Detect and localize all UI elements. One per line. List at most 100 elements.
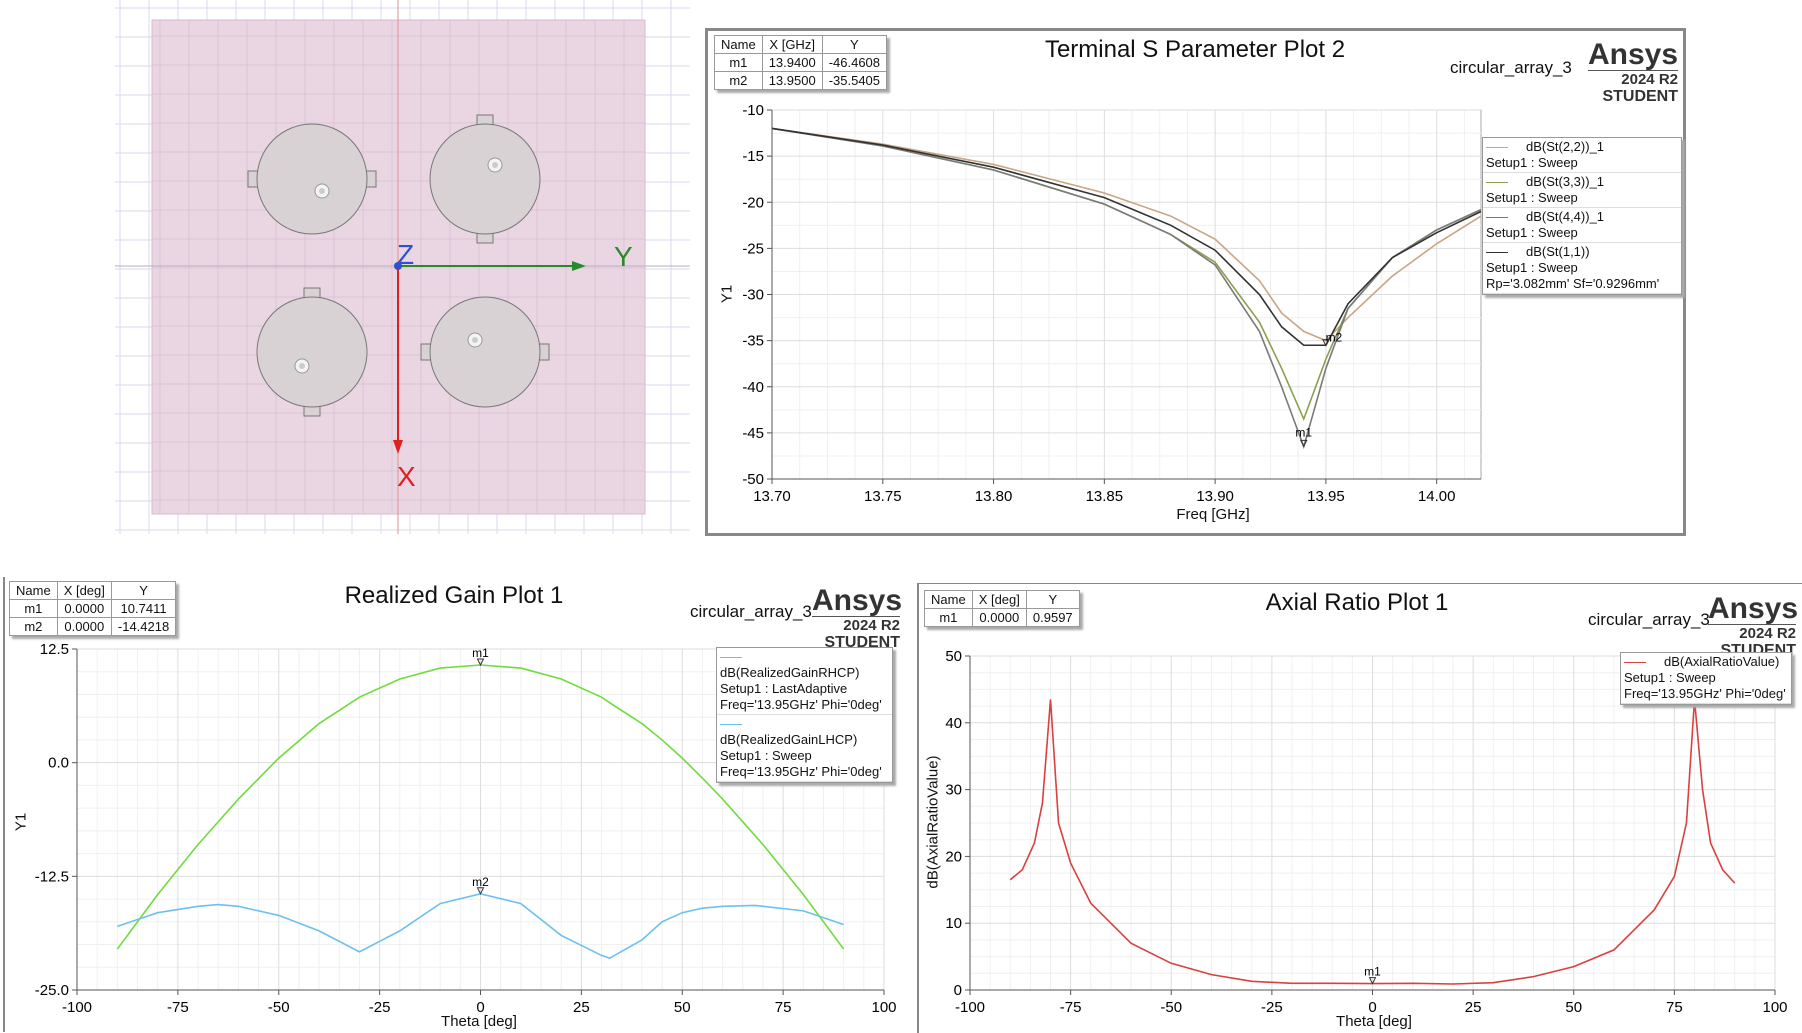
x-axis-label: Freq [GHz]: [1176, 506, 1250, 523]
x-tick-label: -100: [62, 999, 92, 1016]
y-tick-label: -30: [742, 287, 764, 304]
y-tick-label: 0.0: [48, 755, 69, 772]
patch-disc: [429, 296, 541, 408]
legend-entry[interactable]: dB(St(2,2))_1 Setup1 : Sweep: [1483, 138, 1681, 173]
y-axis-label: Y1: [718, 284, 736, 304]
legend-entry[interactable]: dB(St(4,4))_1 Setup1 : Sweep: [1483, 208, 1681, 243]
x-tick-label: 75: [1666, 999, 1683, 1016]
legend-name: dB(RealizedGainLHCP): [720, 732, 858, 747]
x-tick-label: 25: [573, 999, 590, 1016]
legend-entry[interactable]: dB(AxialRatioValue) Setup1 : Sweep Freq='1…: [1621, 653, 1791, 704]
y-axis-label: Y: [614, 241, 633, 272]
x-tick-label: 14.00: [1418, 488, 1456, 505]
x-tick-label: 100: [1762, 999, 1787, 1016]
column-header: Name: [714, 35, 763, 54]
x-tick-label: 50: [1565, 999, 1582, 1016]
x-tick-label: 100: [871, 999, 896, 1016]
marker-cell: 13.9500: [761, 71, 823, 90]
legend-extra: Freq='13.95GHz' Phi='0deg': [720, 764, 882, 779]
y-tick-label: -20: [742, 194, 764, 211]
marker-cell: m1: [714, 53, 763, 72]
marker-cell: -14.4218: [110, 617, 177, 636]
y-tick-label: -50: [742, 471, 764, 488]
legend-name: dB(AxialRatioValue): [1664, 654, 1780, 669]
patch-disc: [256, 296, 368, 408]
marker-label: m1: [1295, 425, 1312, 439]
y-tick-label: 0: [954, 982, 962, 999]
legend[interactable]: dB(St(2,2))_1 Setup1 : Sweep dB(St(3,3))_1…: [1482, 137, 1682, 295]
legend-name: dB(St(2,2))_1: [1526, 139, 1605, 154]
legend-setup: Setup1 : Sweep: [1486, 260, 1578, 275]
marker-row[interactable]: m1 13.9400 -46.4608: [714, 53, 888, 72]
marker-cell: m1: [9, 599, 58, 618]
legend-name: dB(St(4,4))_1: [1526, 209, 1605, 224]
x-tick-label: -25: [369, 999, 391, 1016]
marker-icon: [1368, 977, 1377, 985]
x-tick-label: 0: [476, 999, 484, 1016]
y-tick-label: 10: [945, 915, 962, 932]
x-tick-label: -25: [1261, 999, 1283, 1016]
series-line-db-st-2-2-1: [771, 127, 1482, 342]
legend-entry[interactable]: dB(RealizedGainLHCP) Setup1 : Sweep Freq='…: [717, 715, 892, 782]
x-axis-label: Theta [deg]: [441, 1013, 517, 1030]
marker-row[interactable]: m2 13.9500 -35.5405: [714, 71, 888, 90]
feed-pin: [299, 363, 305, 369]
legend-setup: Setup1 : LastAdaptive: [720, 681, 848, 696]
logo-version: 2024 R2: [1708, 624, 1796, 641]
legend-swatch: [1624, 662, 1646, 664]
marker-cell: 13.9400: [761, 53, 823, 72]
project-name: circular_array_3: [1450, 58, 1572, 77]
legend-setup: Setup1 : Sweep: [1486, 225, 1578, 240]
ansys-logo: Ansys 2024 R2 STUDENT: [1708, 592, 1799, 659]
column-header: Name: [9, 581, 58, 600]
marker-cell: 10.7411: [110, 599, 177, 618]
project-name: circular_array_3: [1588, 610, 1710, 629]
legend-name: dB(St(3,3))_1: [1526, 174, 1605, 189]
legend-entry[interactable]: dB(St(1,1)) Setup1 : Sweep Rp='3.082mm' Sf…: [1483, 243, 1681, 294]
marker-cell: 0.0000: [56, 617, 112, 636]
logo-brand: Ansys: [1708, 592, 1799, 625]
logo-version: 2024 R2: [1588, 70, 1678, 87]
marker-row[interactable]: m2 0.0000 -14.4218: [9, 617, 177, 636]
legend[interactable]: dB(RealizedGainRHCP) Setup1 : LastAdaptiv…: [716, 647, 893, 783]
ansys-logo: Ansys 2024 R2 STUDENT: [1588, 40, 1678, 105]
legend-setup: Setup1 : Sweep: [1486, 155, 1578, 170]
column-header: Y: [1025, 590, 1080, 609]
y-tick-label: 50: [945, 648, 962, 665]
marker-icon: [1322, 339, 1330, 347]
marker-icon: [476, 887, 485, 895]
marker-cell: 0.0000: [56, 599, 112, 618]
marker-cell: 0.0000: [971, 608, 1027, 627]
series-line-db-realizedgainrhcp-: [116, 664, 845, 950]
feed-pin: [472, 337, 478, 343]
y-tick-label: -40: [742, 379, 764, 396]
legend-entry[interactable]: dB(St(3,3))_1 Setup1 : Sweep: [1483, 173, 1681, 208]
legend-swatch: [1486, 217, 1508, 219]
patch-disc: [256, 123, 368, 235]
series-line-db-st-1-1-: [771, 127, 1482, 347]
geometry-view[interactable]: Z Y X: [0, 0, 700, 540]
logo-brand: Ansys: [812, 584, 903, 617]
marker-row[interactable]: m1 0.0000 10.7411: [9, 599, 177, 618]
legend[interactable]: dB(AxialRatioValue) Setup1 : Sweep Freq='1…: [1620, 652, 1792, 705]
chart-title: Realized Gain Plot 1: [344, 582, 564, 609]
x-tick-label: 13.80: [975, 488, 1013, 505]
marker-row[interactable]: m1 0.0000 0.9597: [924, 608, 1080, 627]
marker-cell: m2: [9, 617, 58, 636]
column-header: X [GHz]: [761, 35, 823, 54]
marker-table-header: Name X [deg] Y: [9, 581, 177, 600]
legend-entry[interactable]: dB(RealizedGainRHCP) Setup1 : LastAdaptiv…: [717, 648, 892, 715]
y-tick-label: 12.5: [40, 641, 69, 658]
marker-table-header: Name X [GHz] Y: [714, 35, 888, 54]
y-tick-label: 40: [945, 715, 962, 732]
column-header: Y: [821, 35, 888, 54]
legend-setup: Setup1 : Sweep: [720, 748, 812, 763]
column-header: X [deg]: [56, 581, 112, 600]
logo-edition: STUDENT: [1602, 88, 1678, 105]
marker-cell: 0.9597: [1025, 608, 1080, 627]
marker-label: m1: [472, 646, 489, 660]
circular-patch: [256, 287, 368, 417]
